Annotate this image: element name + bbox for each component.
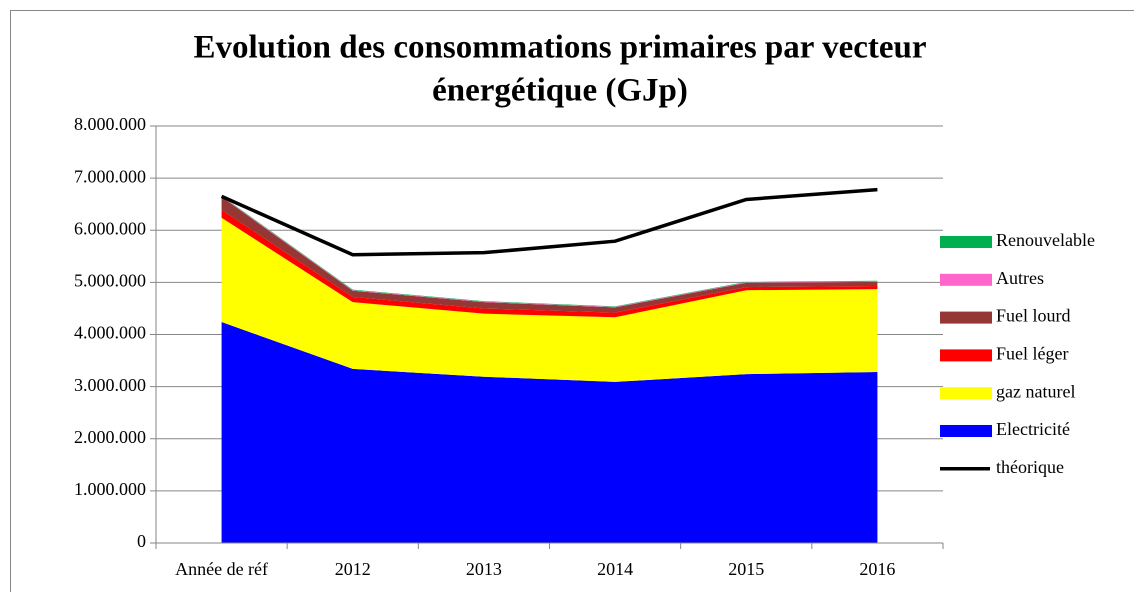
legend-swatch	[940, 236, 992, 248]
y-tick-label: 6.000.000	[74, 218, 146, 238]
legend-swatch	[940, 349, 992, 362]
legend-swatch	[940, 273, 992, 286]
y-tick-label: 1.000.000	[74, 479, 146, 499]
chart-title: énergétique (GJp)	[432, 73, 688, 109]
legend-label: Electricité	[996, 419, 1070, 439]
x-tick-label: Année de réf	[175, 559, 268, 579]
y-tick-label: 0	[137, 531, 146, 551]
legend-label: théorique	[996, 457, 1064, 477]
legend-label: gaz naturel	[996, 381, 1075, 401]
x-tick-label: 2013	[466, 559, 502, 579]
x-tick-label: 2012	[335, 559, 371, 579]
legend-label: Autres	[996, 268, 1044, 288]
legend-label: Fuel lourd	[996, 306, 1071, 326]
legend-swatch	[940, 311, 992, 324]
area	[221, 321, 878, 543]
chart-title: Evolution des consommations primaires pa…	[193, 30, 926, 66]
y-tick-label: 3.000.000	[74, 375, 146, 395]
x-tick-label: 2015	[728, 559, 764, 579]
y-tick-label: 8.000.000	[74, 114, 146, 134]
legend-label: Renouvelable	[996, 230, 1095, 250]
legend-swatch	[940, 387, 992, 400]
y-tick-label: 4.000.000	[74, 323, 146, 343]
legend-label: Fuel léger	[996, 344, 1068, 364]
y-tick-label: 7.000.000	[74, 166, 146, 186]
x-tick-label: 2014	[597, 559, 633, 579]
line	[220, 187, 878, 257]
y-tick-label: 2.000.000	[74, 427, 146, 447]
y-tick-label: 5.000.000	[74, 271, 146, 291]
legend-swatch	[940, 425, 992, 437]
x-tick-label: 2016	[859, 559, 895, 579]
area	[221, 217, 878, 382]
